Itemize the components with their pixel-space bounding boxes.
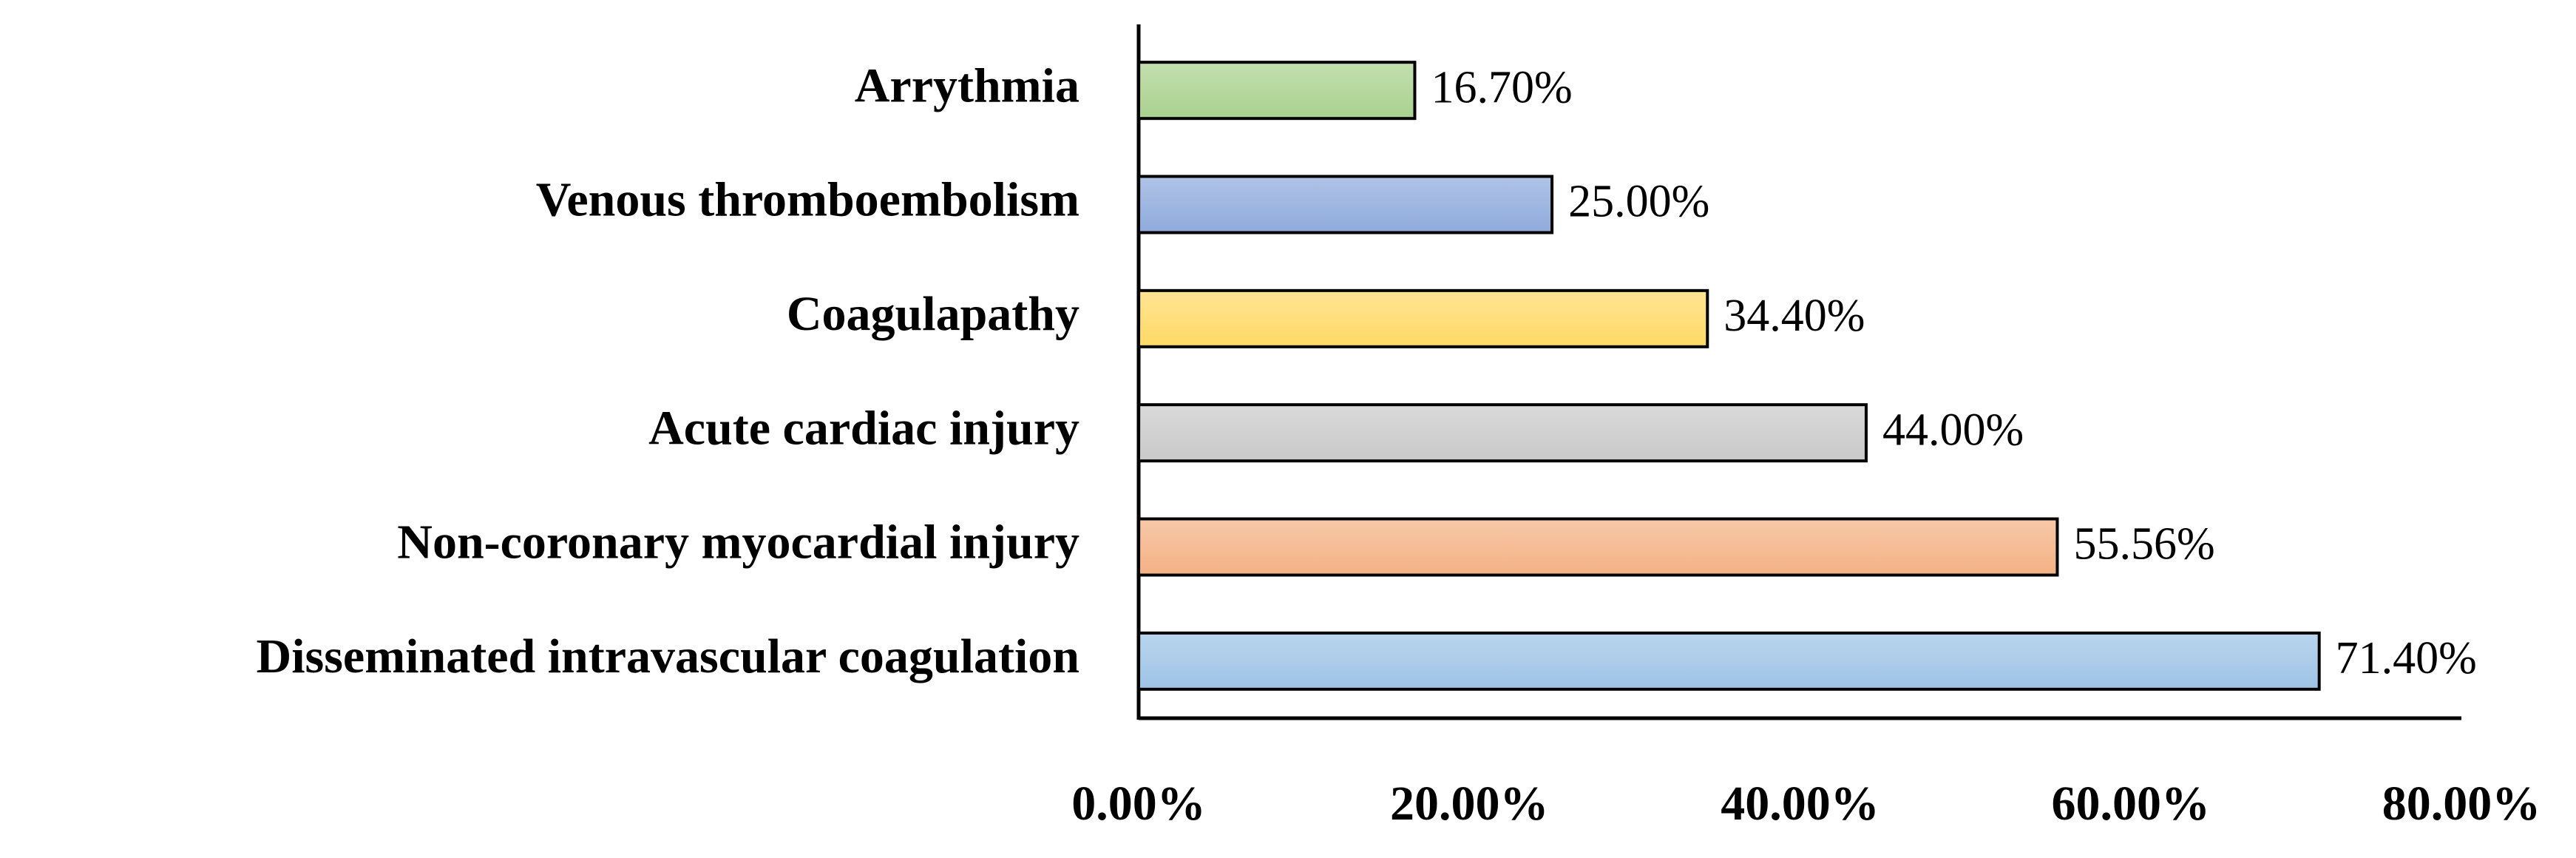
y-tick-label: Coagulapathy [787, 287, 1079, 341]
x-tick-label: 20.00% [1390, 777, 1549, 831]
y-tick-label: Arrythmia [855, 58, 1079, 112]
x-tick-label: 80.00% [2382, 777, 2541, 831]
bar [1137, 403, 1868, 463]
bar [1137, 288, 1709, 348]
x-tick-label: 0.00% [1071, 777, 1206, 831]
y-tick-label: Non-coronary myocardial injury [397, 516, 1079, 570]
value-label: 44.00% [1882, 405, 2024, 455]
bar [1137, 175, 1554, 234]
value-label: 34.40% [1723, 291, 1865, 341]
bar [1137, 517, 2059, 577]
y-tick-label: Venous thromboembolism [536, 173, 1079, 227]
value-label: 71.40% [2336, 633, 2477, 683]
value-label: 16.70% [1431, 62, 1572, 112]
value-label: 55.56% [2073, 519, 2214, 570]
y-tick-label: Acute cardiac injury [648, 401, 1079, 455]
x-tick-label: 40.00% [1721, 777, 1880, 831]
value-label: 25.00% [1568, 177, 1709, 227]
bar [1137, 631, 2321, 691]
x-tick-label: 60.00% [2052, 777, 2211, 831]
bar [1137, 61, 1417, 121]
y-tick-label: Disseminated intravascular coagulation [257, 629, 1079, 683]
